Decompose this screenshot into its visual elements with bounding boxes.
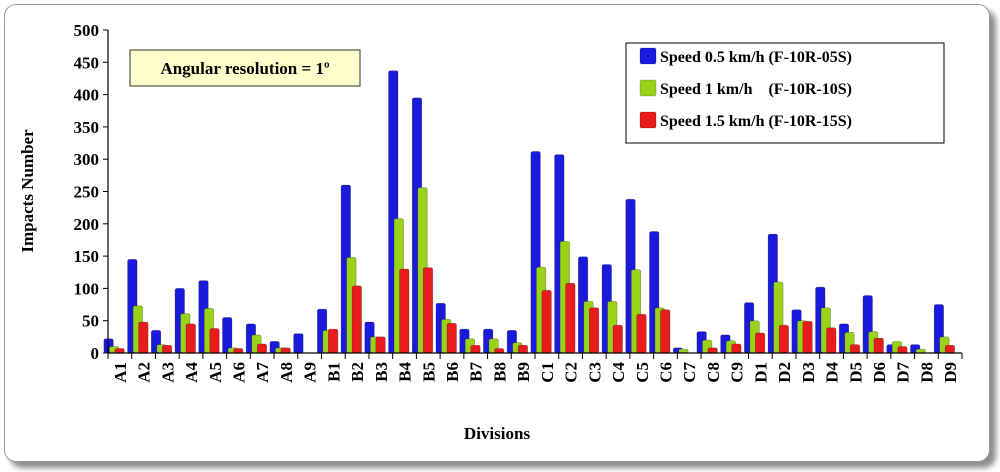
x-tick-label: C7	[680, 362, 699, 383]
bar-D3-series-3	[802, 321, 813, 354]
annotation-text: Angular resolution = 1º	[160, 59, 330, 78]
x-tick-label: C3	[585, 362, 604, 383]
bar-C5-series-3	[636, 313, 647, 354]
x-tick-label: D4	[823, 362, 842, 383]
x-tick-label: D8	[917, 362, 936, 383]
y-tick-label: 300	[74, 150, 100, 169]
bar-A1-series-3	[114, 348, 125, 354]
bar-A4-series-3	[185, 323, 196, 354]
y-axis-ticks: 0 50 100 150 200 250 300 350 400 450 500	[74, 21, 108, 363]
annotation-box: Angular resolution = 1º	[129, 49, 361, 87]
x-tick-label: A9	[301, 362, 320, 383]
y-tick-label: 500	[74, 21, 100, 40]
bar-B5-series-3	[422, 267, 434, 354]
x-tick-label: C1	[538, 362, 557, 383]
bars	[103, 70, 955, 354]
x-tick-label: A2	[135, 362, 154, 383]
bar-B7-series-3	[470, 344, 481, 354]
x-tick-label: B6	[443, 362, 462, 382]
x-tick-label: D6	[870, 362, 889, 383]
bar-A9-series-1	[293, 333, 304, 354]
legend-entry: Speed 1 km/h (F-10R-10S)	[660, 81, 852, 98]
bar-A2-series-3	[138, 321, 149, 354]
x-tick-label: B5	[419, 362, 438, 382]
x-axis-ticks: A1 A2 A3 A4 A5 A6 A7 A8 A9 B1 B2 B3 B4 B5 B6 B7 B8 B9 C1 C2…	[107, 353, 963, 383]
bar-B8-series-3	[494, 348, 505, 354]
legend-swatch	[639, 79, 657, 97]
x-tick-label: A1	[111, 362, 130, 383]
bar-B6-series-3	[446, 322, 457, 354]
x-tick-label: C2	[562, 362, 581, 383]
bar-B9-series-3	[517, 344, 528, 354]
bar-A5-series-3	[209, 328, 220, 354]
x-tick-label: A3	[158, 362, 177, 383]
x-axis-title: Divisions	[464, 424, 531, 443]
bar-D5-series-3	[849, 344, 861, 354]
x-tick-label: A4	[182, 362, 201, 383]
x-tick-label: B4	[396, 362, 415, 382]
x-tick-label: B1	[324, 362, 343, 382]
x-tick-label: A5	[206, 362, 225, 383]
y-tick-label: 100	[74, 279, 100, 298]
bar-A8-series-3	[280, 347, 291, 354]
bar-B1-series-3	[328, 328, 339, 354]
legend-entry: Speed 1.5 km/h (F-10R-15S)	[660, 113, 852, 130]
bar-C8-series-3	[707, 347, 718, 354]
x-tick-label: D9	[941, 362, 960, 383]
x-tick-label: B8	[490, 362, 509, 382]
x-tick-label: D5	[846, 362, 865, 383]
x-tick-label: D2	[775, 362, 794, 383]
x-tick-label: A7	[253, 362, 272, 383]
legend: Speed 0.5 km/h (F-10R-05S) Speed 1 km/h (…	[625, 42, 945, 144]
x-tick-label: D3	[799, 362, 818, 383]
y-tick-label: 150	[74, 247, 100, 266]
bar-D6-series-3	[873, 337, 884, 354]
x-tick-label: D7	[894, 362, 913, 383]
x-tick-label: C5	[633, 362, 652, 383]
x-tick-label: A8	[277, 362, 296, 383]
bar-B2-series-3	[351, 285, 362, 354]
x-tick-label: B3	[372, 362, 391, 382]
bar-D1-series-3	[755, 332, 766, 354]
y-tick-label: 200	[74, 215, 100, 234]
bar-D7-series-3	[897, 346, 908, 354]
x-tick-label: A6	[229, 362, 248, 383]
x-tick-label: D1	[751, 362, 770, 383]
bar-A3-series-3	[162, 344, 173, 354]
y-tick-label: 50	[82, 312, 99, 331]
y-axis-title: Impacts Number	[18, 129, 37, 253]
y-tick-label: 250	[74, 183, 100, 202]
bar-A6-series-3	[233, 348, 244, 354]
legend-swatch	[639, 111, 657, 129]
bar-C1-series-3	[541, 290, 552, 354]
bar-B4-series-3	[399, 268, 410, 354]
bar-C3-series-3	[589, 307, 600, 354]
bar-B3-series-3	[375, 336, 386, 354]
bar-D4-series-3	[826, 327, 837, 354]
y-tick-label: 350	[74, 118, 100, 137]
y-tick-label: 0	[91, 344, 100, 363]
bar-C4-series-3	[612, 324, 623, 354]
legend-entry: Speed 0.5 km/h (F-10R-05S)	[660, 49, 852, 66]
x-tick-label: C4	[609, 362, 628, 383]
bar-D2-series-3	[778, 324, 789, 354]
bar-C6-series-3	[660, 309, 671, 354]
bar-A7-series-3	[256, 343, 267, 354]
x-tick-label: C8	[704, 362, 723, 383]
y-tick-label: 400	[74, 86, 100, 105]
x-tick-label: B9	[514, 362, 533, 382]
y-tick-label: 450	[74, 53, 100, 72]
legend-swatch	[639, 47, 657, 65]
annotation-background	[129, 49, 361, 87]
x-tick-label: B7	[467, 362, 486, 382]
bar-C9-series-3	[731, 343, 742, 354]
legend-box	[625, 42, 945, 144]
bar-D9-series-3	[944, 344, 955, 354]
x-tick-label: C6	[656, 362, 675, 383]
x-tick-label: C9	[728, 362, 747, 383]
x-tick-label: B2	[348, 362, 367, 382]
bar-C2-series-3	[565, 282, 576, 354]
